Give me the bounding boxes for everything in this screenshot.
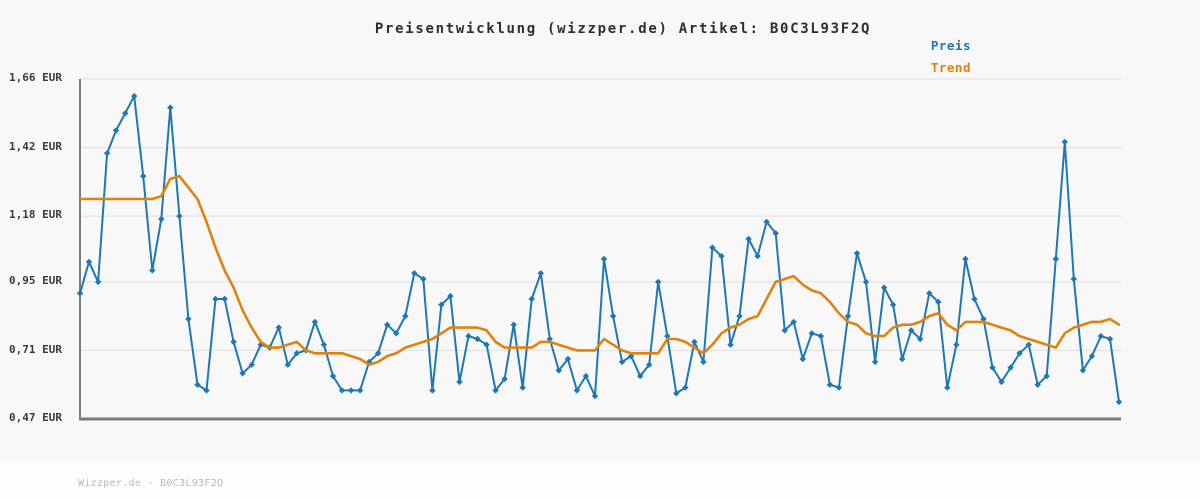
y-axis-tick-label: 0,71 EUR [9,343,62,356]
y-axis-tick-label: 1,66 EUR [9,71,62,84]
legend-item-preis: Preis [930,38,971,53]
y-axis-tick-label: 0,47 EUR [9,411,62,424]
preis-line [79,95,1120,403]
watermark: Wizzper.de - B0C3L93F2Q [78,478,224,489]
footer-strip [0,462,1200,500]
trend-line [78,174,1121,367]
preis-markers [76,92,1123,406]
y-axis-tick-label: 0,95 EUR [9,274,62,287]
y-axis-tick-label: 1,42 EUR [9,140,62,153]
chart-legend: Preis Trend [931,39,971,83]
y-axis-tick-label: 1,18 EUR [9,208,62,221]
legend-item-trend: Trend [930,60,971,75]
chart-title: Preisentwicklung (wizzper.de) Artikel: B… [374,21,872,37]
